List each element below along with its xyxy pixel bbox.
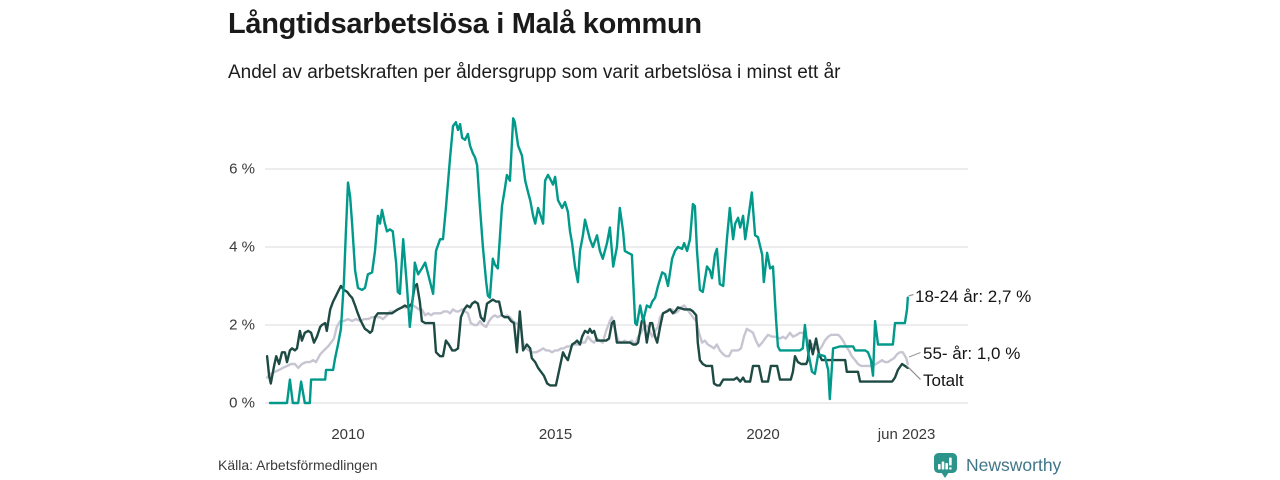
leader-line-55 [908,351,921,358]
leader-line-18-24 [908,293,914,297]
newsworthy-icon [934,453,957,478]
x-tick-label: 2020 [746,426,780,443]
y-tick-label: 4 % [229,238,255,256]
y-tick-label: 2 % [229,316,255,334]
x-tick-label: jun 2023 [877,426,936,443]
x-tick-label: 2015 [538,426,573,443]
series-end-label-55-r: 55- år: 1,0 % [923,344,1021,363]
page-subtitle: Andel av arbetskraften per åldersgrupp s… [228,62,841,83]
series-end-label-totalt: Totalt [923,371,964,390]
brand-name: Newsworthy [966,455,1062,475]
y-tick-label: 0 % [229,394,255,412]
y-tick-label: 6 % [229,160,255,178]
leader-line-totalt [906,365,921,380]
gridlines [265,168,968,404]
label-leader-lines [906,293,921,380]
series-line-totalt [265,282,909,387]
series-end-label-18-24-r: 18-24 år: 2,7 % [915,287,1032,306]
brand-logo: Newsworthy [933,452,1061,479]
page-title: Långtidsarbetslösa i Malå kommun [228,8,702,40]
source-caption: Källa: Arbetsförmedlingen [218,457,378,473]
x-tick-label: 2010 [331,426,365,443]
series-lines [265,117,909,405]
series-line-18-24-r [268,117,909,405]
